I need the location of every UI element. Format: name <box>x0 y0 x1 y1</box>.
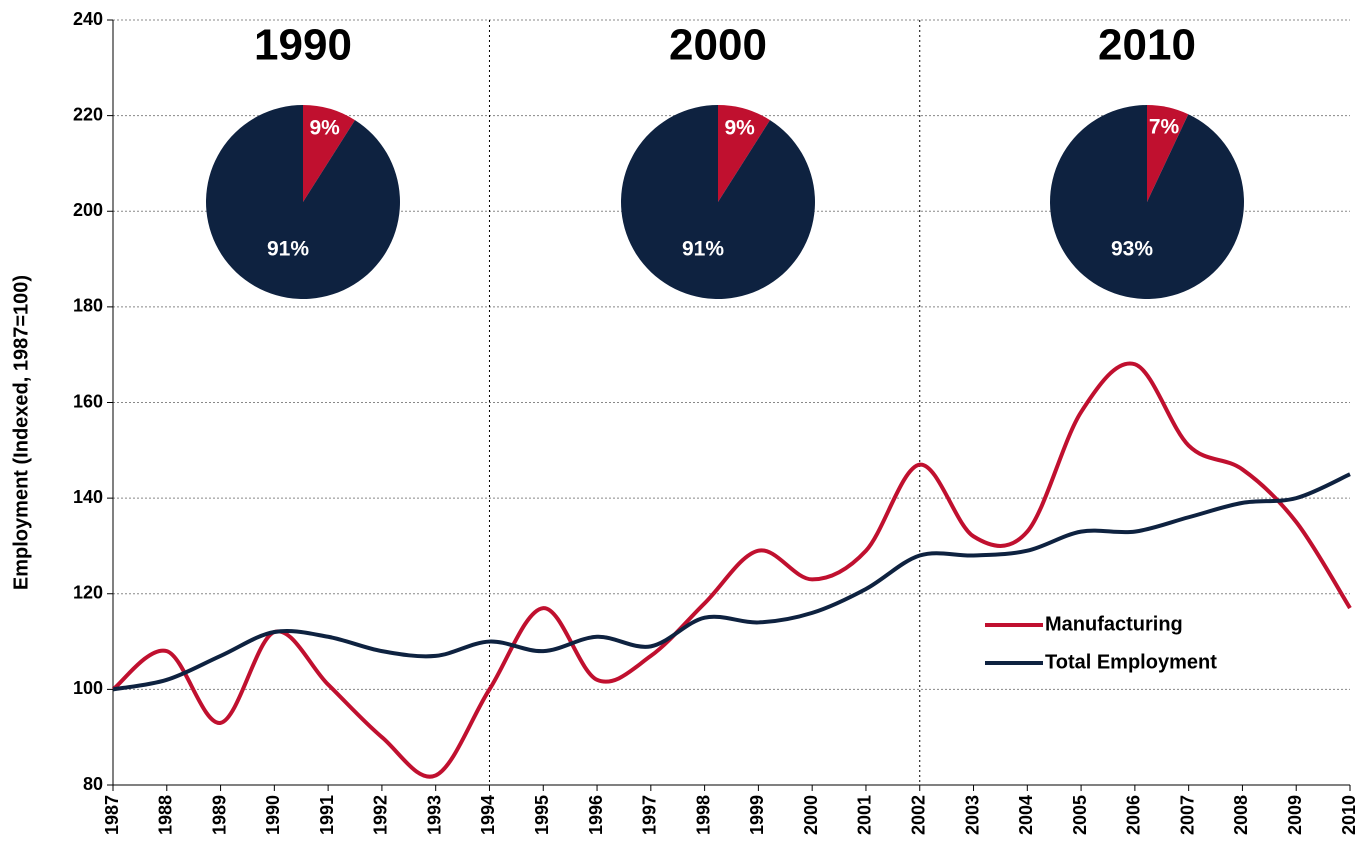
pie-slice <box>303 105 355 202</box>
y-tick-label: 200 <box>73 200 103 220</box>
x-tick-label: 2005 <box>1070 795 1090 835</box>
x-tick-label: 2003 <box>962 795 982 835</box>
x-tick-label: 1992 <box>371 795 391 835</box>
x-tick-label: 2002 <box>908 795 928 835</box>
x-tick-label: 1989 <box>209 795 229 835</box>
y-tick-label: 100 <box>73 678 103 698</box>
x-tick-label: 1997 <box>640 795 660 835</box>
x-tick-label: 1993 <box>424 795 444 835</box>
pie-slice <box>621 105 816 299</box>
pie-label: 93% <box>1111 238 1153 261</box>
x-tick-label: 1994 <box>478 795 498 835</box>
legend-label: Manufacturing <box>1045 613 1183 635</box>
x-tick-label: 2010 <box>1339 795 1359 835</box>
x-tick-label: 2008 <box>1231 795 1251 835</box>
x-tick-label: 1998 <box>693 795 713 835</box>
pie-slice <box>1147 105 1189 202</box>
pie-slice <box>718 105 770 202</box>
y-tick-label: 120 <box>73 583 103 603</box>
x-tick-label: 1987 <box>102 795 122 835</box>
x-tick-label: 1990 <box>263 795 283 835</box>
y-tick-label: 240 <box>73 9 103 29</box>
series-line <box>111 361 1352 779</box>
x-tick-label: 1999 <box>747 795 767 835</box>
pie-label: 9% <box>309 116 340 139</box>
pie-slice <box>206 105 400 299</box>
x-tick-label: 1991 <box>317 795 337 835</box>
x-tick-label: 1995 <box>532 795 552 835</box>
y-tick-label: 180 <box>73 296 103 316</box>
pie-slice <box>1050 105 1244 299</box>
y-axis-title: Employment (Indexed, 1987=100) <box>10 275 32 590</box>
x-tick-label: 1988 <box>156 795 176 835</box>
pie-title: 2010 <box>1098 21 1196 70</box>
pie-title: 2000 <box>669 21 767 70</box>
x-tick-label: 2006 <box>1124 795 1144 835</box>
pie-label: 7% <box>1149 115 1180 138</box>
pie-label: 9% <box>724 116 755 139</box>
x-tick-label: 2000 <box>801 795 821 835</box>
x-tick-label: 2009 <box>1285 795 1305 835</box>
x-tick-label: 1996 <box>586 795 606 835</box>
y-tick-label: 80 <box>83 774 103 794</box>
x-tick-label: 2001 <box>855 795 875 835</box>
y-tick-label: 140 <box>73 487 103 507</box>
pie-title: 1990 <box>254 21 352 70</box>
x-tick-label: 2007 <box>1177 795 1197 835</box>
legend-label: Total Employment <box>1045 651 1217 673</box>
series-line <box>112 472 1351 692</box>
pie-label: 91% <box>267 238 309 261</box>
pie-label: 91% <box>682 238 724 261</box>
y-tick-label: 160 <box>73 391 103 411</box>
x-tick-label: 2004 <box>1016 795 1036 835</box>
y-tick-label: 220 <box>73 104 103 124</box>
